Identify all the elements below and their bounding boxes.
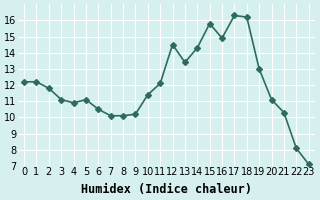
X-axis label: Humidex (Indice chaleur): Humidex (Indice chaleur) <box>81 183 252 196</box>
